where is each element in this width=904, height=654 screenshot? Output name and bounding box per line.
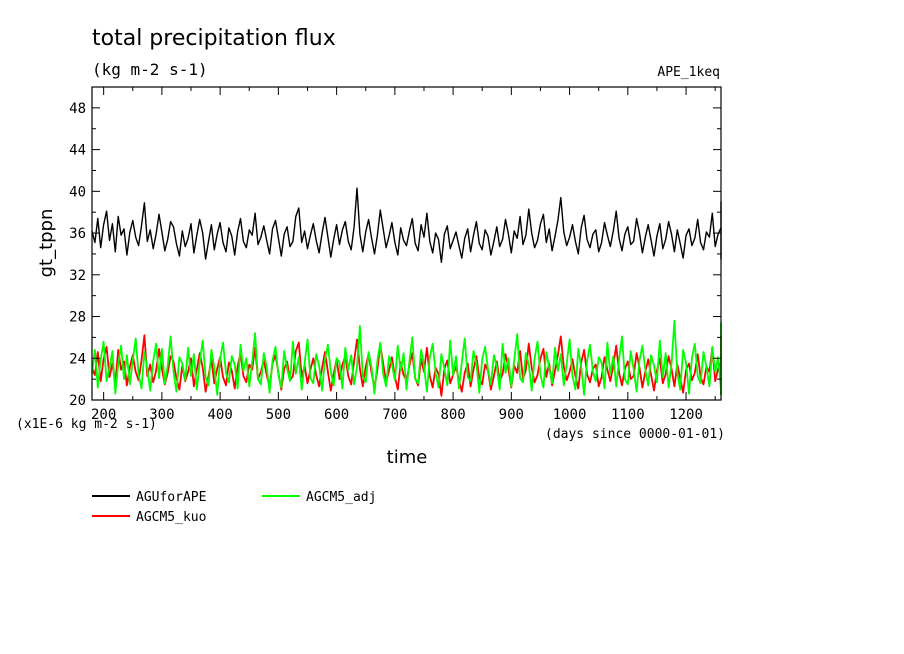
x-tick-label: 300 [149, 407, 174, 423]
x-tick-label: 400 [207, 407, 232, 423]
x-tick-label: 800 [440, 407, 465, 423]
x-tick-label: 1100 [611, 407, 645, 423]
chart-subtitle: (kg m-2 s-1) [92, 60, 208, 79]
y-tick-label: 48 [69, 101, 86, 117]
chart-title: total precipitation flux [92, 26, 336, 51]
plot-frame [91, 86, 722, 401]
y-tick-label: 20 [69, 393, 86, 409]
y-tick-label: 24 [69, 351, 86, 367]
y-tick-label: 44 [69, 143, 86, 159]
y-axis-label: gt_tppn [36, 209, 57, 278]
y-tick-label: 36 [69, 226, 86, 242]
legend-label: AGCM5_kuo [136, 510, 206, 525]
x-tick-label: 900 [499, 407, 524, 423]
x-unit-note: (days since 0000-01-01) [545, 427, 725, 442]
y-axis: 20 24 28 32 36 40 44 48 [69, 86, 721, 409]
x-tick-label: 1200 [669, 407, 703, 423]
run-label: APE_1keq [657, 65, 720, 80]
y-tick-label: 28 [69, 310, 86, 326]
x-tick-label: 200 [91, 407, 116, 423]
x-axis: 200 300 400 500 600 700 800 900 1000 1100 1200 [91, 87, 716, 423]
x-tick-label: 1000 [553, 407, 587, 423]
y-tick-label: 32 [69, 268, 86, 284]
legend-label: AGUforAPE [136, 490, 206, 505]
x-axis-label: time [387, 447, 428, 468]
legend: AGUforAPE AGCM5_kuo AGCM5_adj [92, 490, 376, 525]
x-tick-label: 600 [324, 407, 349, 423]
y-tick-label: 40 [69, 184, 86, 200]
x-tick-label: 500 [266, 407, 291, 423]
x-tick-label: 700 [382, 407, 407, 423]
legend-label: AGCM5_adj [306, 490, 376, 505]
y-unit-note: (x1E-6 kg m-2 s-1) [16, 417, 157, 432]
